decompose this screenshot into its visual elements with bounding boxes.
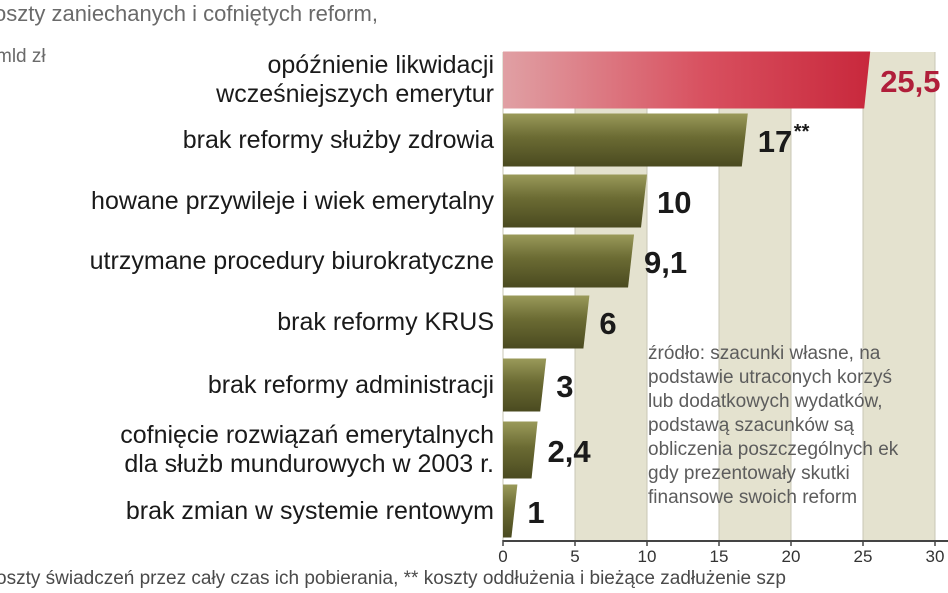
bar [503, 113, 748, 167]
category-label: howane przywileje i wiek emerytalny [91, 186, 494, 215]
bar [503, 295, 590, 349]
value-label: 2,4 [548, 434, 592, 469]
category-label: utrzymane procedury biurokratyczne [89, 246, 494, 275]
bar [503, 174, 647, 228]
bar [503, 421, 538, 479]
x-tick-label: 5 [570, 547, 579, 566]
x-tick-label: 10 [638, 547, 657, 566]
value-label: 25,5 [880, 64, 940, 99]
category-label: brak reformy KRUS [277, 307, 494, 336]
value-label: 1 [527, 495, 544, 530]
chart-title: oszty zaniechanych i cofniętych reform, [0, 1, 378, 26]
x-tick-label: 30 [926, 547, 945, 566]
category-label: opóźnienie likwidacji wcześniejszych eme… [216, 51, 494, 108]
category-label: brak reformy administracji [207, 370, 494, 399]
bar [503, 484, 518, 538]
source-note: źródło: szacunki własne, na podstawie ut… [648, 343, 899, 508]
value-label: 3 [556, 369, 573, 404]
bar [503, 234, 635, 288]
x-tick-label: 20 [782, 547, 801, 566]
value-label: 10 [657, 185, 691, 220]
bar [503, 51, 871, 109]
value-footnote-mark: ** [794, 121, 810, 143]
category-label: cofnięcie rozwiązań emerytalnych dla słu… [120, 421, 494, 478]
category-label: brak reformy służby zdrowia [182, 125, 494, 154]
unit-label: mld zł [0, 46, 46, 67]
bar [503, 358, 547, 412]
value-label: 6 [599, 306, 616, 341]
x-tick-label: 15 [710, 547, 729, 566]
footnote: oszty świadczeń przez cały czas ich pobi… [0, 568, 786, 589]
value-label: 9,1 [644, 245, 687, 280]
x-tick-label: 25 [854, 547, 873, 566]
category-label: brak zmian w systemie rentowym [125, 496, 494, 525]
grid-band [863, 52, 935, 540]
value-label: 17 [758, 124, 792, 159]
x-tick-label: 0 [498, 547, 507, 566]
